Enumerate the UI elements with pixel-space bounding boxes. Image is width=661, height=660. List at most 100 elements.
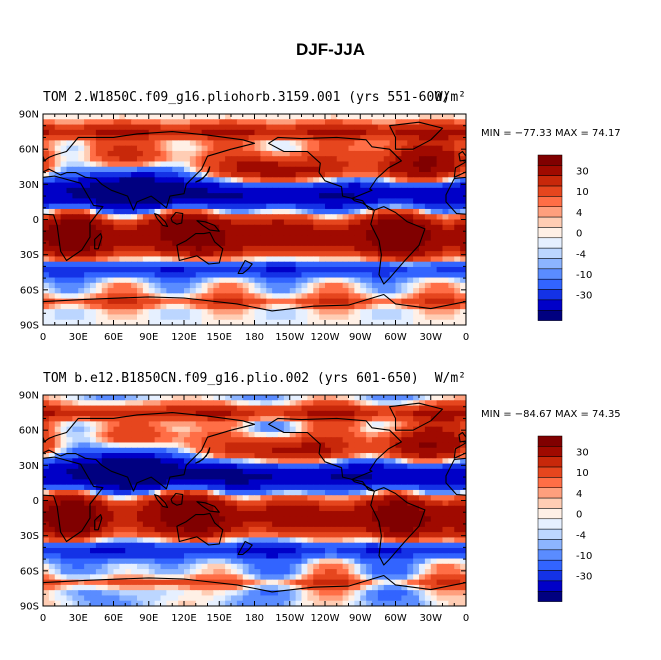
field-cell: [395, 251, 402, 258]
field-cell: [254, 298, 261, 305]
field-cell: [172, 251, 179, 258]
field-cell: [48, 463, 56, 470]
field-cell: [242, 272, 250, 279]
field-cell: [213, 458, 220, 465]
field-cell: [189, 119, 197, 126]
field-cell: [231, 156, 238, 163]
field-cell: [60, 282, 68, 289]
field-cell: [372, 421, 379, 428]
field-cell: [90, 272, 97, 279]
field-cell: [160, 437, 167, 444]
field-cell: [430, 230, 438, 236]
field-cell: [248, 256, 256, 263]
field-cell: [101, 319, 109, 325]
field-cell: [178, 511, 185, 517]
field-cell: [154, 532, 162, 539]
field-cell: [301, 495, 308, 502]
field-cell: [54, 474, 62, 480]
field-cell: [360, 187, 367, 194]
field-cell: [248, 230, 256, 236]
field-cell: [84, 400, 91, 407]
field-cell: [125, 156, 132, 163]
field-cell: [66, 500, 73, 507]
field-cell: [283, 463, 291, 470]
field-cell: [172, 416, 179, 422]
field-cell: [248, 166, 256, 173]
field-cell: [248, 266, 256, 273]
field-cell: [325, 511, 332, 517]
field-cell: [142, 224, 150, 231]
field-cell: [278, 172, 285, 178]
field-cell: [366, 395, 373, 401]
field-cell: [172, 161, 179, 168]
field-cell: [301, 521, 308, 528]
field-cell: [377, 114, 385, 120]
field-cell: [54, 182, 62, 189]
field-cell: [248, 135, 256, 141]
field-cell: [72, 214, 79, 221]
field-cell: [266, 303, 273, 310]
field-cell: [242, 505, 250, 512]
field-cell: [225, 431, 232, 438]
field-cell: [107, 219, 115, 226]
field-cell: [107, 405, 115, 412]
field-cell: [278, 187, 285, 194]
field-cell: [119, 235, 126, 242]
field-cell: [219, 135, 226, 141]
field-cell: [254, 314, 261, 321]
field-cell: [95, 182, 103, 189]
field-cell: [330, 468, 338, 475]
field-cell: [131, 447, 138, 454]
field-cell: [184, 447, 191, 454]
field-cell: [119, 272, 126, 279]
field-cell: [266, 177, 273, 184]
field-cell: [442, 288, 449, 294]
field-cell: [90, 235, 97, 242]
field-cell: [407, 224, 414, 231]
field-cell: [166, 230, 173, 236]
field-cell: [43, 314, 50, 321]
field-cell: [54, 272, 62, 279]
field-cell: [436, 224, 444, 231]
field-cell: [460, 463, 466, 470]
field-cell: [84, 193, 91, 200]
field-cell: [301, 219, 308, 226]
field-cell: [119, 437, 126, 444]
field-cell: [125, 500, 132, 507]
field-cell: [430, 426, 438, 433]
field-cell: [119, 458, 126, 465]
field-cell: [213, 526, 220, 533]
field-cell: [413, 261, 420, 268]
field-cell: [448, 410, 455, 417]
field-cell: [195, 431, 203, 438]
field-cell: [189, 129, 197, 136]
field-cell: [54, 119, 62, 126]
field-cell: [319, 395, 326, 401]
field-cell: [319, 426, 326, 433]
field-cell: [372, 114, 379, 120]
field-cell: [313, 474, 320, 480]
field-cell: [401, 500, 408, 507]
field-cell: [107, 479, 115, 486]
field-cell: [342, 140, 350, 147]
field-cell: [448, 447, 455, 454]
field-cell: [272, 511, 279, 517]
field-cell: [219, 532, 226, 539]
field-cell: [430, 161, 438, 168]
antarctica-coastline: [43, 293, 466, 325]
field-cell: [213, 500, 220, 507]
field-cell: [54, 489, 62, 496]
field-cell: [78, 395, 85, 401]
field-cell: [207, 272, 214, 279]
field-cell: [154, 230, 162, 236]
field-cell: [348, 463, 355, 470]
field-cell: [266, 193, 273, 200]
field-cell: [113, 230, 120, 236]
field-cell: [148, 293, 156, 300]
field-cell: [90, 479, 97, 486]
field-cell: [254, 219, 261, 226]
field-cell: [348, 395, 355, 401]
field-cell: [137, 442, 144, 449]
field-cell: [101, 495, 109, 502]
field-cell: [195, 405, 203, 412]
